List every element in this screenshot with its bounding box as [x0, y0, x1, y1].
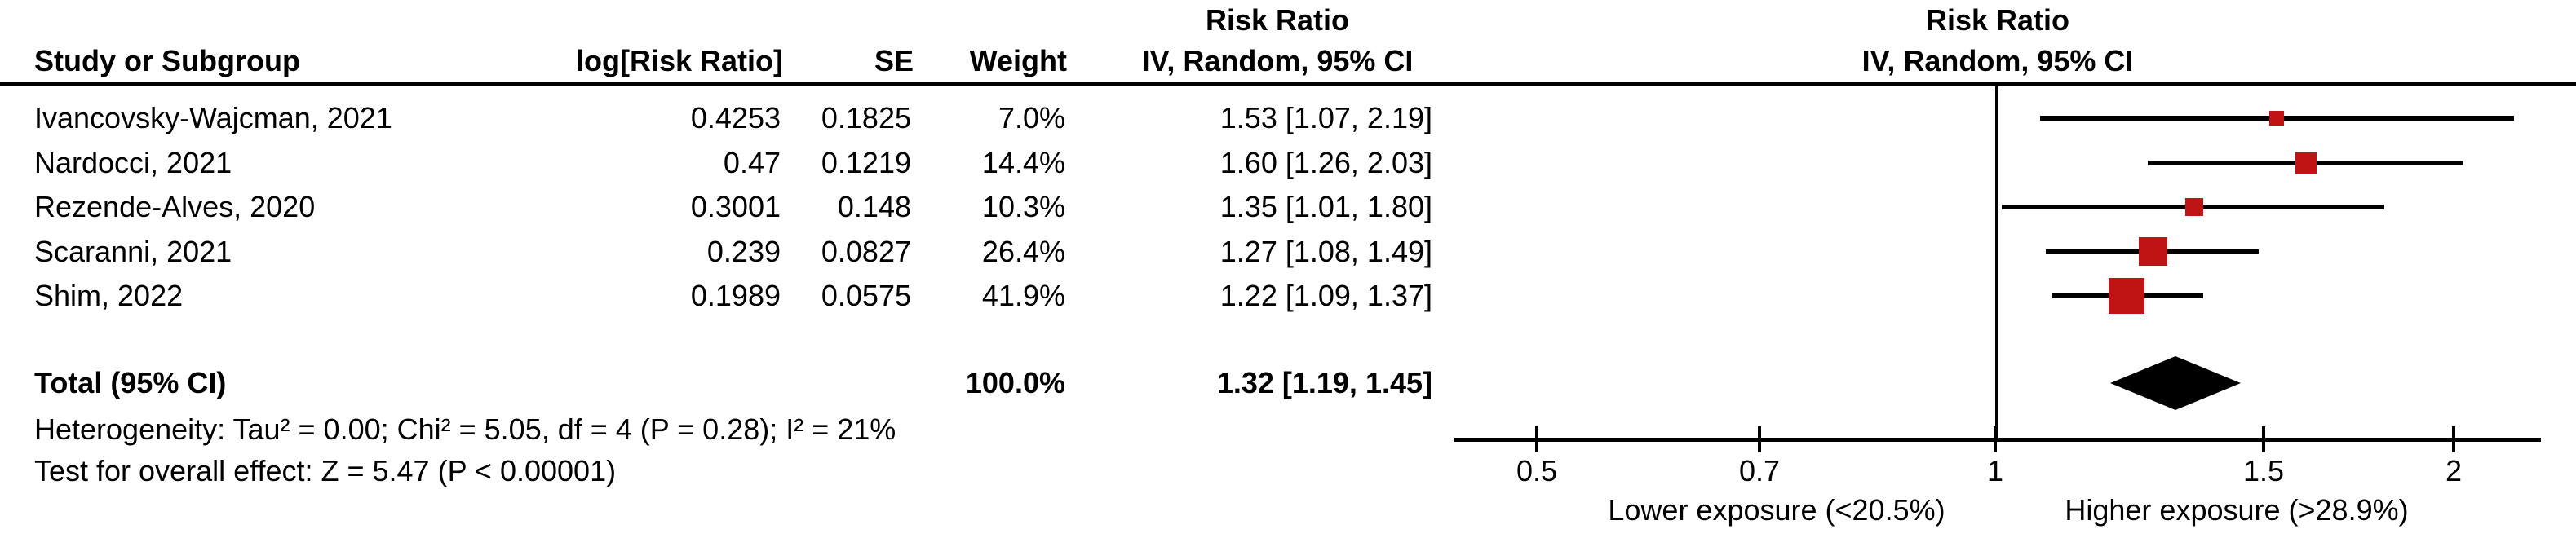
total-ci: 1.32 [1.19, 1.45] [1216, 366, 1432, 399]
plot-null-line [1995, 86, 1998, 439]
effect-header-left-model: IV, Random, 95% CI [1141, 44, 1414, 77]
study-weight: 14.4% [981, 145, 1065, 179]
header-rule [0, 82, 2576, 86]
col-header-log-risk-ratio: log[Risk Ratio] [575, 44, 783, 77]
total-label: Total (95% CI) [34, 366, 227, 399]
study-weight: 10.3% [981, 190, 1065, 223]
axis-label-left: Lower exposure (<20.5%) [1608, 493, 1945, 527]
study-log-rr: 0.239 [706, 234, 781, 268]
axis-tick [2262, 426, 2265, 452]
study-name: Rezende-Alves, 2020 [34, 190, 316, 223]
study-name: Shim, 2022 [34, 279, 184, 312]
study-weight: 41.9% [981, 279, 1065, 312]
overall-effect-text: Test for overall effect: Z = 5.47 (P < 0… [34, 454, 617, 487]
study-log-rr: 0.3001 [690, 190, 781, 223]
study-ci: 1.60 [1.26, 2.03] [1219, 145, 1432, 179]
axis-tick-label: 0.7 [1738, 454, 1781, 487]
study-log-rr: 0.4253 [690, 101, 781, 134]
study-name: Ivancovsky-Wajcman, 2021 [34, 101, 392, 134]
axis-tick [1758, 426, 1761, 452]
col-header-se: SE [874, 44, 914, 77]
col-header-weight: Weight [969, 44, 1067, 77]
col-header-study: Study or Subgroup [34, 44, 300, 77]
study-se: 0.1219 [821, 145, 911, 179]
point-estimate-square [2139, 237, 2167, 266]
point-estimate-square [2295, 152, 2317, 174]
study-ci: 1.22 [1.09, 1.37] [1219, 279, 1432, 312]
heterogeneity-text: Heterogeneity: Tau² = 0.00; Chi² = 5.05,… [34, 412, 896, 446]
study-name: Scaranni, 2021 [34, 234, 232, 268]
pooled-diamond [2110, 356, 2241, 410]
effect-header-right-model: IV, Random, 95% CI [1861, 44, 2134, 77]
axis-tick [1535, 426, 1538, 452]
point-estimate-square [2185, 198, 2203, 216]
effect-header-left-measure: Risk Ratio [1205, 3, 1350, 37]
study-log-rr: 0.1989 [690, 279, 781, 312]
axis-tick-label: 1 [1986, 454, 2004, 487]
total-weight: 100.0% [965, 366, 1065, 399]
axis-label-right: Higher exposure (>28.9%) [2065, 493, 2409, 527]
axis-tick-label: 2 [2445, 454, 2463, 487]
axis-tick [2452, 426, 2455, 452]
axis-tick-label: 0.5 [1516, 454, 1558, 487]
study-log-rr: 0.47 [723, 145, 781, 179]
plot-axis-line [1454, 438, 2541, 442]
point-estimate-square [2109, 278, 2144, 314]
study-ci: 1.35 [1.01, 1.80] [1219, 190, 1432, 223]
study-weight: 7.0% [998, 101, 1065, 134]
study-se: 0.0575 [821, 279, 911, 312]
study-weight: 26.4% [981, 234, 1065, 268]
study-ci: 1.53 [1.07, 2.19] [1219, 101, 1432, 134]
effect-header-right-measure: Risk Ratio [1925, 3, 2070, 37]
study-se: 0.0827 [821, 234, 911, 268]
study-se: 0.1825 [821, 101, 911, 134]
axis-tick-label: 1.5 [2242, 454, 2285, 487]
axis-tick [1994, 426, 1997, 452]
study-ci: 1.27 [1.08, 1.49] [1219, 234, 1432, 268]
study-name: Nardocci, 2021 [34, 145, 232, 179]
point-estimate-square [2269, 111, 2284, 126]
study-se: 0.148 [837, 190, 911, 223]
